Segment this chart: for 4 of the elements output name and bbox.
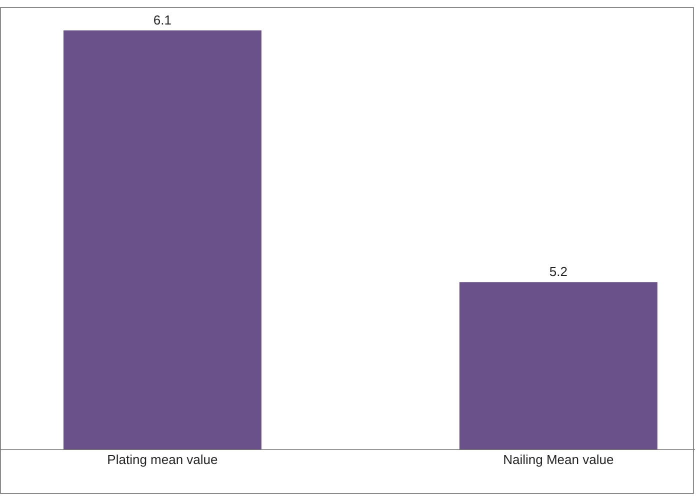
data-label: 6.1: [153, 12, 172, 28]
data-label: 5.2: [549, 264, 568, 280]
x-tick-label: Plating mean value: [107, 452, 218, 467]
x-tick-label: Nailing Mean value: [503, 452, 614, 467]
